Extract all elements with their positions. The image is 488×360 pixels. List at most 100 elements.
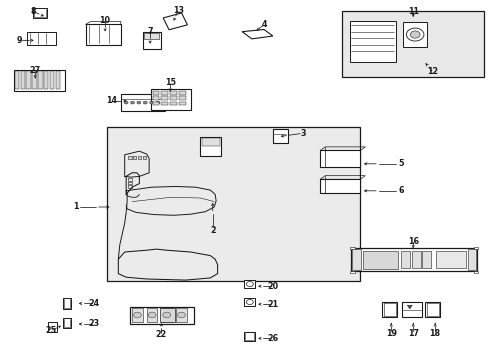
Text: 17: 17 bbox=[407, 328, 418, 338]
Bar bbox=[27, 32, 56, 45]
Text: 14: 14 bbox=[106, 96, 117, 105]
Bar bbox=[401, 302, 422, 317]
Circle shape bbox=[409, 31, 419, 38]
Bar bbox=[142, 32, 161, 49]
Bar bbox=[435, 251, 465, 268]
Bar bbox=[142, 156, 146, 159]
Bar bbox=[44, 71, 48, 89]
Bar bbox=[160, 308, 175, 322]
Bar bbox=[170, 96, 177, 100]
Bar bbox=[244, 280, 255, 288]
Bar bbox=[85, 24, 121, 45]
Bar bbox=[48, 322, 57, 332]
Bar bbox=[62, 298, 71, 309]
Circle shape bbox=[163, 312, 170, 318]
Bar bbox=[468, 249, 475, 270]
Bar bbox=[349, 21, 395, 62]
Bar bbox=[152, 102, 159, 105]
Bar bbox=[129, 307, 194, 324]
Circle shape bbox=[124, 101, 128, 104]
Bar bbox=[351, 249, 360, 270]
Bar bbox=[146, 308, 157, 322]
Text: 6: 6 bbox=[397, 186, 403, 195]
Bar bbox=[32, 71, 37, 89]
Text: 7: 7 bbox=[147, 27, 153, 36]
Circle shape bbox=[246, 300, 253, 305]
Bar bbox=[163, 13, 187, 30]
Bar bbox=[403, 22, 426, 47]
Text: 10: 10 bbox=[100, 16, 110, 25]
Bar bbox=[20, 71, 25, 89]
Text: 22: 22 bbox=[155, 330, 167, 339]
Bar bbox=[342, 11, 483, 77]
Bar bbox=[161, 96, 168, 100]
Text: 20: 20 bbox=[267, 282, 278, 291]
Bar bbox=[161, 308, 172, 322]
Bar bbox=[473, 247, 477, 249]
Bar bbox=[400, 251, 409, 268]
Bar bbox=[320, 150, 360, 167]
Text: 15: 15 bbox=[164, 78, 175, 87]
Bar bbox=[161, 91, 168, 95]
Bar bbox=[244, 298, 255, 306]
Bar bbox=[14, 70, 65, 91]
Circle shape bbox=[130, 101, 134, 104]
Text: 13: 13 bbox=[173, 5, 183, 14]
Bar bbox=[106, 127, 359, 281]
Bar bbox=[170, 91, 177, 95]
Bar bbox=[38, 71, 42, 89]
Bar bbox=[411, 251, 420, 268]
Bar bbox=[272, 129, 287, 143]
Bar bbox=[133, 156, 136, 159]
Bar bbox=[349, 271, 354, 273]
Circle shape bbox=[177, 312, 185, 318]
Text: 18: 18 bbox=[429, 328, 440, 338]
Bar bbox=[132, 308, 142, 322]
Text: 23: 23 bbox=[88, 320, 99, 328]
Circle shape bbox=[148, 312, 156, 318]
Bar bbox=[150, 89, 190, 110]
Bar bbox=[382, 302, 396, 317]
Bar bbox=[50, 71, 54, 89]
Circle shape bbox=[406, 28, 423, 41]
Bar bbox=[349, 247, 354, 249]
Bar bbox=[320, 179, 360, 193]
Polygon shape bbox=[407, 305, 411, 309]
Bar bbox=[170, 102, 177, 105]
Bar bbox=[350, 248, 476, 271]
Bar bbox=[152, 91, 159, 95]
Text: 4: 4 bbox=[261, 20, 266, 29]
Bar bbox=[422, 251, 430, 268]
Text: 12: 12 bbox=[427, 68, 437, 77]
Text: 27: 27 bbox=[30, 66, 41, 75]
Circle shape bbox=[143, 101, 147, 104]
Text: 9: 9 bbox=[17, 36, 22, 45]
Bar bbox=[26, 71, 31, 89]
Circle shape bbox=[156, 101, 160, 104]
Bar bbox=[138, 156, 141, 159]
Bar bbox=[144, 33, 159, 39]
Text: 25: 25 bbox=[46, 326, 57, 335]
Bar bbox=[152, 96, 159, 100]
Text: 1: 1 bbox=[73, 202, 79, 211]
Text: 19: 19 bbox=[385, 328, 396, 338]
Text: 21: 21 bbox=[267, 300, 278, 309]
Text: 2: 2 bbox=[209, 226, 215, 235]
Circle shape bbox=[137, 101, 141, 104]
Circle shape bbox=[149, 101, 153, 104]
Bar bbox=[244, 332, 255, 341]
Bar bbox=[62, 318, 71, 328]
Text: 5: 5 bbox=[397, 159, 403, 168]
Text: 16: 16 bbox=[407, 237, 418, 246]
Bar bbox=[33, 8, 47, 18]
Bar bbox=[179, 96, 185, 100]
Bar bbox=[56, 71, 60, 89]
Bar bbox=[161, 102, 168, 105]
Text: 24: 24 bbox=[88, 299, 99, 308]
Bar bbox=[179, 91, 185, 95]
Bar bbox=[121, 94, 165, 111]
Bar bbox=[200, 137, 221, 156]
Bar bbox=[425, 302, 439, 317]
Bar bbox=[362, 251, 397, 269]
Text: 3: 3 bbox=[300, 129, 305, 138]
